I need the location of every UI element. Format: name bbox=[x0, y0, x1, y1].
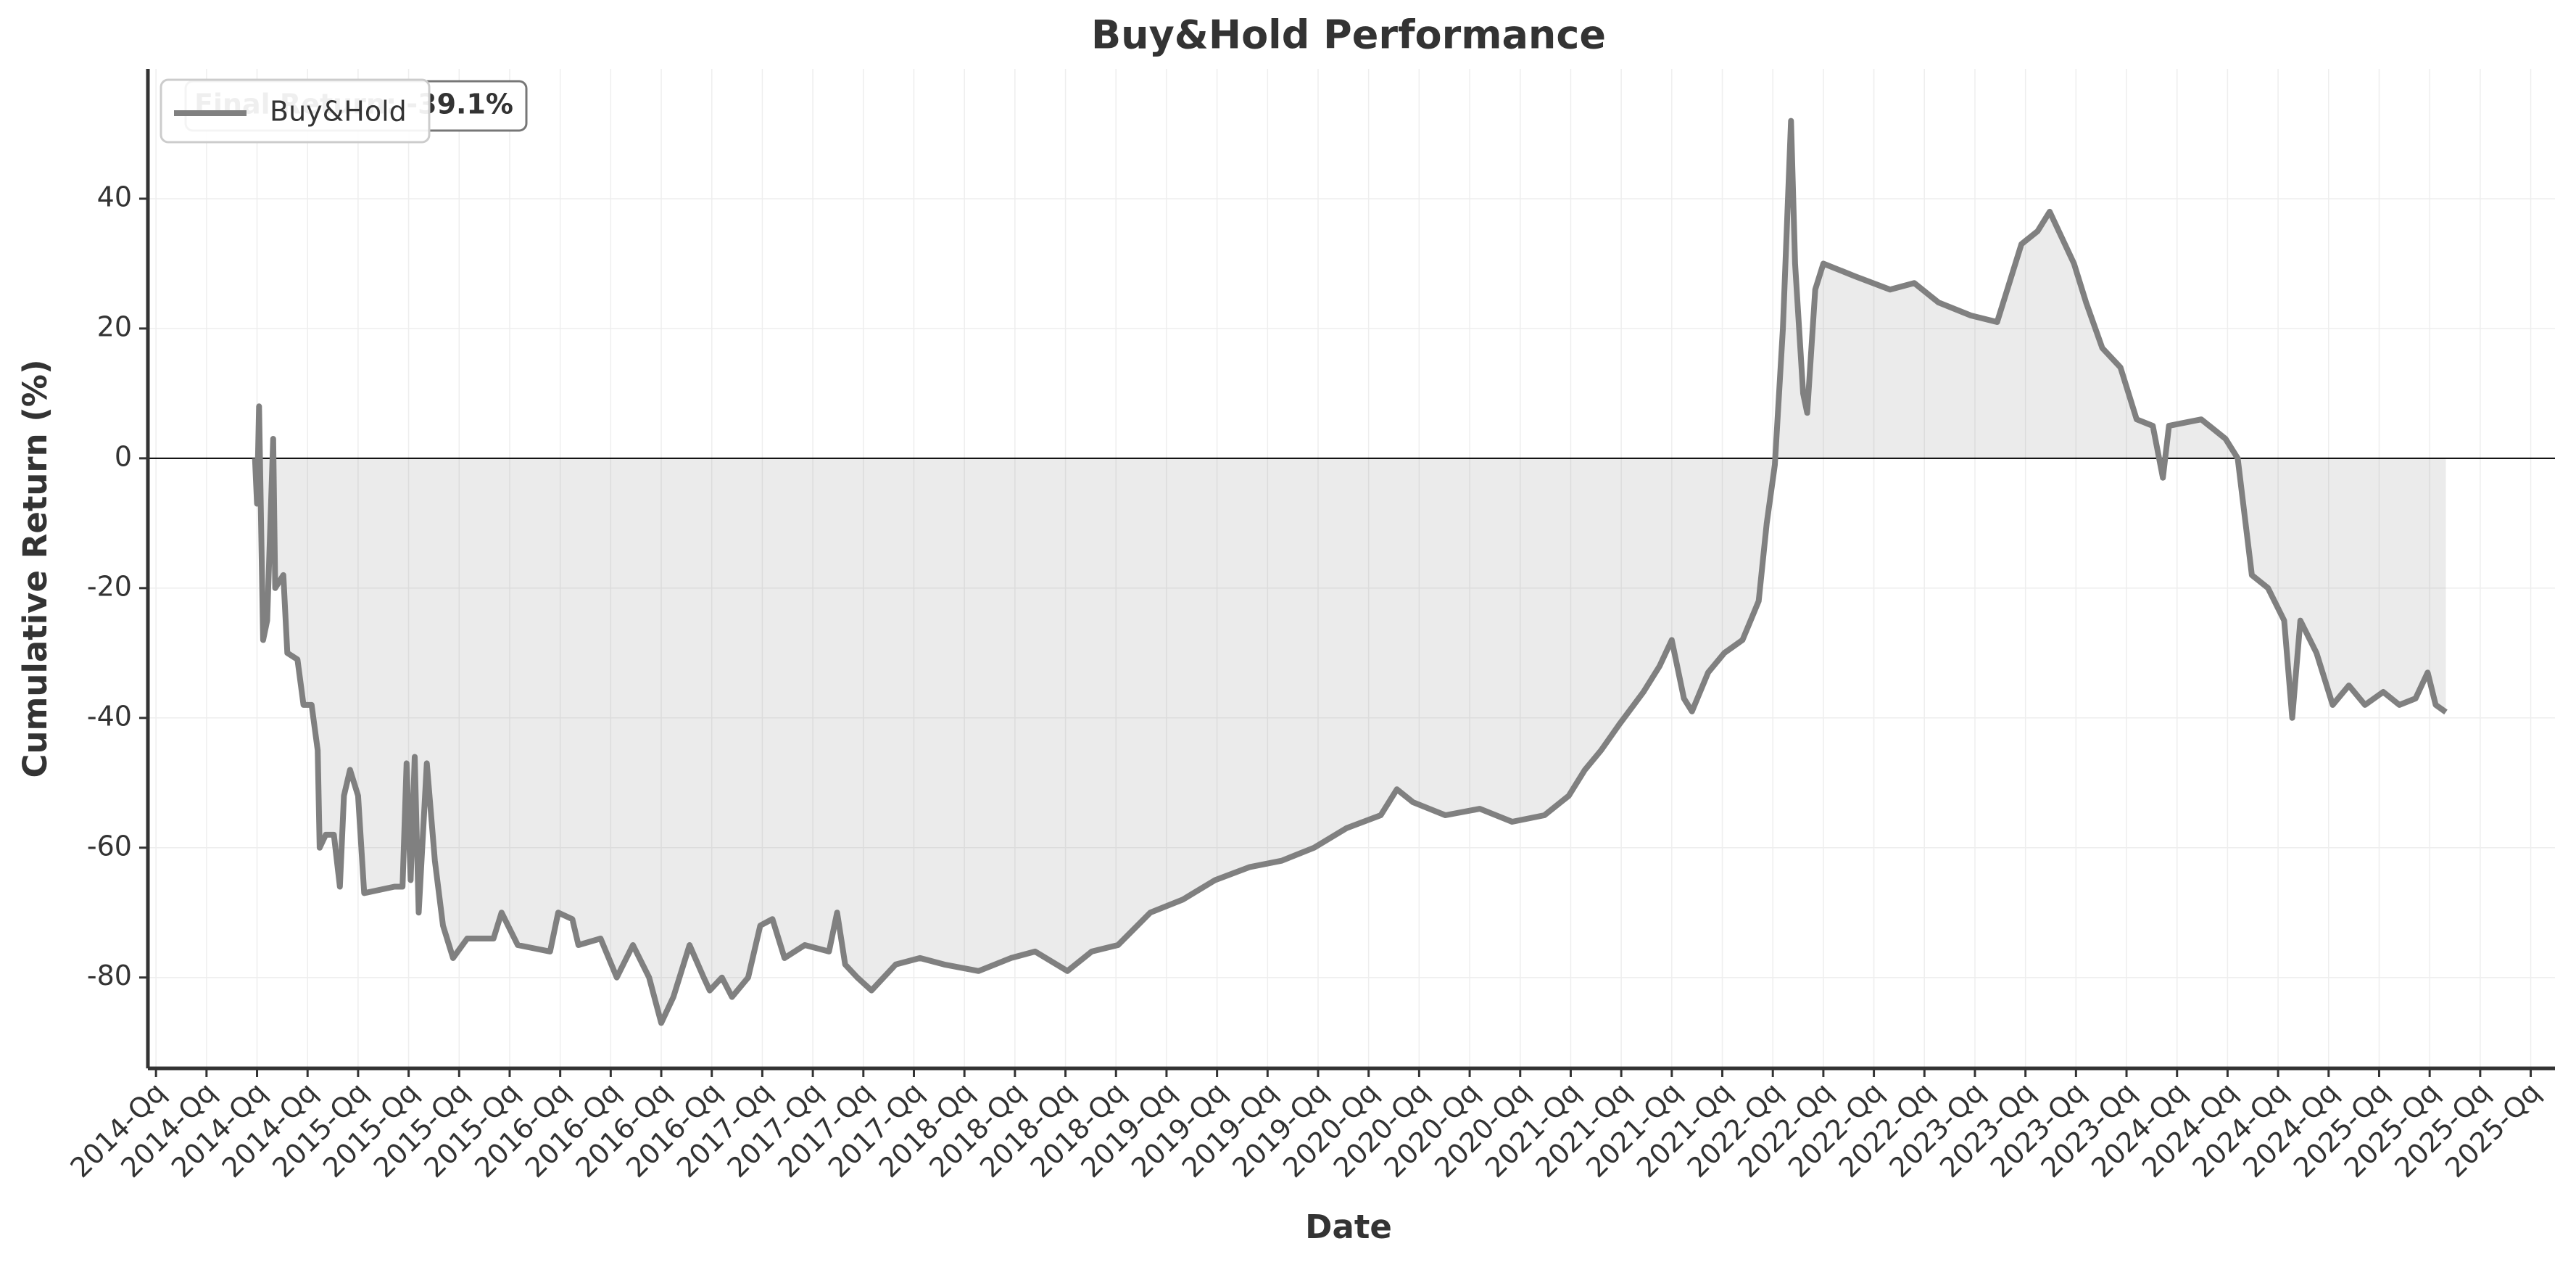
y-tick-label: -20 bbox=[87, 570, 132, 602]
y-axis-label: Cumulative Return (%) bbox=[16, 359, 54, 778]
legend: Buy&Hold bbox=[160, 78, 431, 144]
y-tick-label: -40 bbox=[87, 700, 132, 732]
chart-title: Buy&Hold Performance bbox=[1091, 12, 1606, 58]
line bbox=[252, 117, 2448, 1026]
y-tick-label: 20 bbox=[97, 310, 132, 342]
x-axis-label: Date bbox=[1305, 1208, 1392, 1246]
legend-label: Buy&Hold bbox=[270, 96, 407, 128]
legend-box bbox=[160, 78, 431, 144]
y-tick-label: 0 bbox=[115, 440, 132, 472]
area-fill bbox=[254, 120, 2446, 1023]
y-tick-label: -60 bbox=[87, 830, 132, 862]
y-tick-label: -80 bbox=[87, 960, 132, 991]
y-tick-label: 40 bbox=[97, 181, 132, 213]
